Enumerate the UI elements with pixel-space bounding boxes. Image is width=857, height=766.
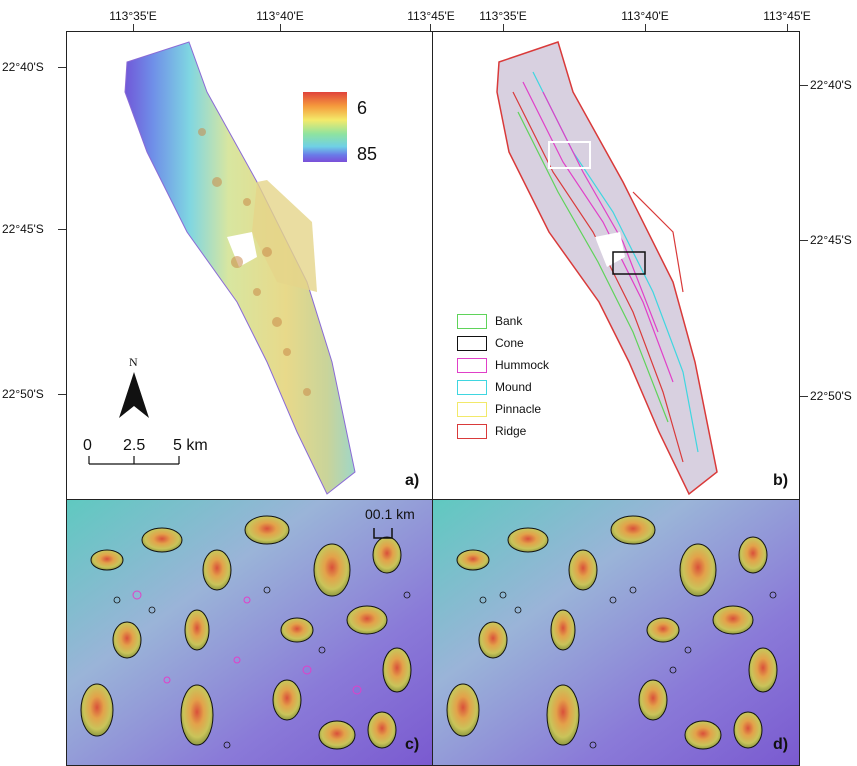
legend-swatch-pinnacle bbox=[457, 401, 487, 417]
depth-legend-max: 85 bbox=[357, 144, 378, 164]
legend-item-mound: Mound bbox=[457, 376, 549, 398]
lon-label-b-3: 113°45'E bbox=[763, 9, 811, 23]
legend-label-hummock: Hummock bbox=[495, 358, 550, 372]
depth-legend-min: 6 bbox=[357, 98, 368, 118]
legend-label-mound: Mound bbox=[495, 380, 532, 394]
tick bbox=[645, 24, 646, 31]
legend-label-ridge: Ridge bbox=[495, 424, 527, 438]
legend-item-bank: Bank bbox=[457, 310, 549, 332]
closeup-map-d bbox=[433, 500, 799, 765]
inset-scale-bar bbox=[373, 528, 393, 539]
legend-label-cone: Cone bbox=[495, 336, 524, 350]
tick bbox=[58, 229, 66, 230]
lon-label-a-2: 113°40'E bbox=[256, 9, 304, 23]
lon-label-a-3: 113°45'E bbox=[407, 9, 455, 23]
bathymetry-map-a bbox=[124, 41, 356, 495]
legend-label-bank: Bank bbox=[495, 314, 523, 328]
legend-swatch-ridge bbox=[457, 423, 487, 439]
legend-swatch-cone bbox=[457, 335, 487, 351]
north-arrow-icon bbox=[119, 372, 149, 418]
lat-label-right-1: 22°40'S bbox=[810, 78, 852, 92]
depth-legend-colorbar bbox=[303, 92, 347, 162]
panel-b-classification-map: Bank Cone Hummock Mound Pinnacle Ridge b… bbox=[432, 31, 800, 500]
inset-box-black bbox=[612, 251, 646, 275]
inset-scale-label: 00.1 km bbox=[365, 506, 415, 522]
lon-label-b-1: 113°35'E bbox=[479, 9, 527, 23]
tick bbox=[280, 24, 281, 31]
north-arrow-label: N bbox=[129, 355, 138, 369]
classification-map-b bbox=[496, 41, 718, 496]
panel-label-d: d) bbox=[773, 736, 789, 753]
legend-item-cone: Cone bbox=[457, 332, 549, 354]
legend-item-pinnacle: Pinnacle bbox=[457, 398, 549, 420]
lat-label-right-2: 22°45'S bbox=[810, 233, 852, 247]
tick bbox=[503, 24, 504, 31]
scale-label-5km: 5 km bbox=[173, 437, 208, 454]
tick bbox=[58, 394, 66, 395]
legend-item-hummock: Hummock bbox=[457, 354, 549, 376]
legend-swatch-bank bbox=[457, 313, 487, 329]
lat-label-left-3: 22°50'S bbox=[2, 387, 44, 401]
inset-box-white bbox=[548, 141, 591, 169]
panel-a-bathymetry-map: 6 85 N 0 2.5 5 km a) bbox=[66, 31, 433, 500]
legend-label-pinnacle: Pinnacle bbox=[495, 402, 542, 416]
legend-item-ridge: Ridge bbox=[457, 420, 549, 442]
tick bbox=[58, 67, 66, 68]
scale-label-2-5: 2.5 bbox=[123, 437, 146, 454]
tick bbox=[430, 24, 431, 31]
tick bbox=[133, 24, 134, 31]
panel-label-c: c) bbox=[405, 736, 420, 753]
tick bbox=[787, 24, 788, 31]
tick bbox=[800, 85, 808, 86]
lon-label-b-2: 113°40'E bbox=[621, 9, 669, 23]
panel-label-b: b) bbox=[773, 472, 789, 489]
panel-label-a: a) bbox=[405, 472, 420, 489]
panel-c-closeup-map: 00.1 km c) bbox=[66, 499, 433, 766]
legend-swatch-mound bbox=[457, 379, 487, 395]
scale-label-0: 0 bbox=[83, 437, 92, 454]
panel-d-closeup-map: d) bbox=[432, 499, 800, 766]
lat-label-left-2: 22°45'S bbox=[2, 222, 44, 236]
scale-bar bbox=[88, 456, 180, 465]
lat-label-left-1: 22°40'S bbox=[2, 60, 44, 74]
lon-label-a-1: 113°35'E bbox=[109, 9, 157, 23]
legend-swatch-hummock bbox=[457, 357, 487, 373]
closeup-map-c bbox=[67, 500, 432, 765]
tick bbox=[800, 240, 808, 241]
lat-label-right-3: 22°50'S bbox=[810, 389, 852, 403]
tick bbox=[800, 396, 808, 397]
class-legend: Bank Cone Hummock Mound Pinnacle Ridge bbox=[457, 310, 549, 442]
